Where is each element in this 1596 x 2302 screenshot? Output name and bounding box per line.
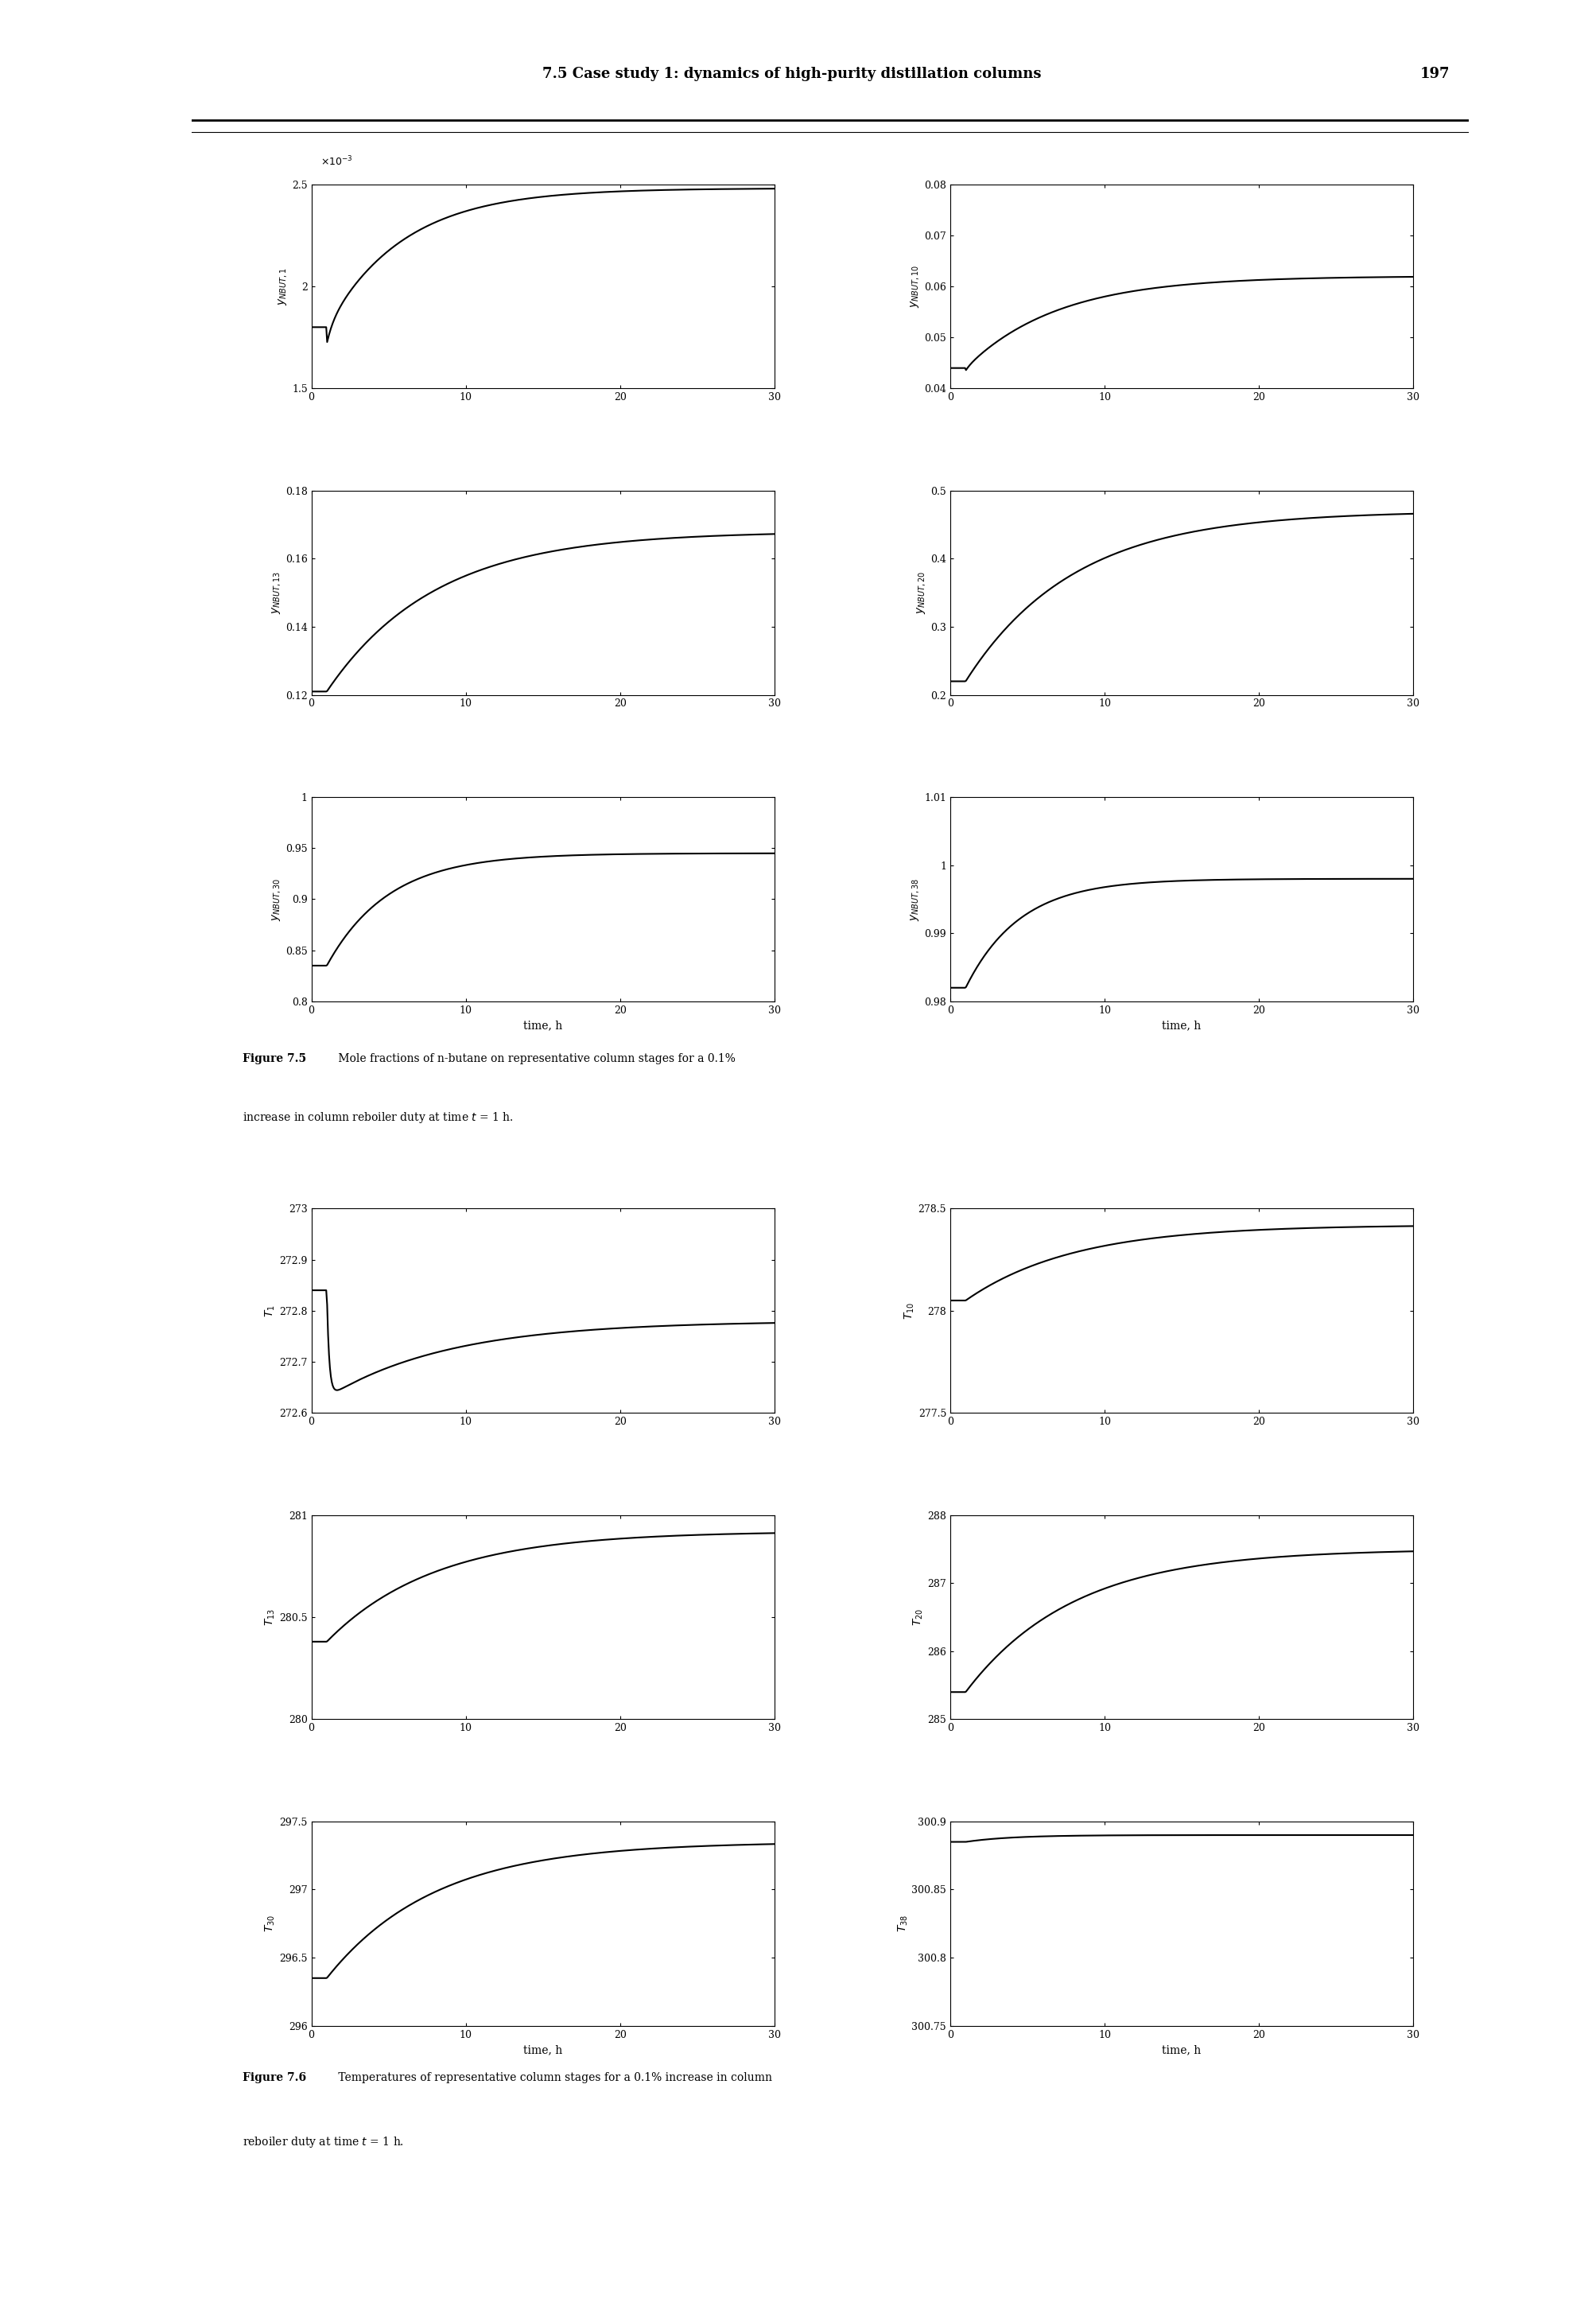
X-axis label: time, h: time, h: [1162, 1020, 1200, 1031]
X-axis label: time, h: time, h: [523, 1020, 562, 1031]
Y-axis label: $T_{13}$: $T_{13}$: [263, 1609, 276, 1625]
Text: reboiler duty at time $t$ = 1 h.: reboiler duty at time $t$ = 1 h.: [243, 2136, 404, 2150]
Text: Temperatures of representative column stages for a 0.1% increase in column: Temperatures of representative column st…: [335, 2072, 772, 2083]
Y-axis label: $T_{30}$: $T_{30}$: [263, 1915, 278, 1931]
Text: Figure 7.5: Figure 7.5: [243, 1054, 306, 1064]
Text: Figure 7.6: Figure 7.6: [243, 2072, 306, 2083]
Y-axis label: $y_{NBUT,10}$: $y_{NBUT,10}$: [910, 265, 921, 308]
Y-axis label: $T_1$: $T_1$: [263, 1305, 278, 1317]
Text: $\times 10^{-3}$: $\times 10^{-3}$: [321, 154, 353, 168]
Y-axis label: $T_{10}$: $T_{10}$: [902, 1303, 916, 1319]
Y-axis label: $y_{NBUT,1}$: $y_{NBUT,1}$: [278, 267, 289, 306]
Text: increase in column reboiler duty at time $t$ = 1 h.: increase in column reboiler duty at time…: [243, 1112, 514, 1126]
Y-axis label: $y_{NBUT,20}$: $y_{NBUT,20}$: [916, 571, 927, 615]
X-axis label: time, h: time, h: [523, 2044, 562, 2056]
Y-axis label: $T_{38}$: $T_{38}$: [895, 1915, 908, 1931]
Y-axis label: $T_{20}$: $T_{20}$: [911, 1609, 924, 1625]
Text: 7.5 Case study 1: dynamics of high-purity distillation columns: 7.5 Case study 1: dynamics of high-purit…: [543, 67, 1041, 81]
Y-axis label: $y_{NBUT,38}$: $y_{NBUT,38}$: [910, 877, 921, 921]
Y-axis label: $y_{NBUT,13}$: $y_{NBUT,13}$: [271, 571, 282, 615]
Text: 197: 197: [1419, 67, 1449, 81]
Text: Mole fractions of n-butane on representative column stages for a 0.1%: Mole fractions of n-butane on representa…: [335, 1054, 736, 1064]
X-axis label: time, h: time, h: [1162, 2044, 1200, 2056]
Y-axis label: $y_{NBUT,30}$: $y_{NBUT,30}$: [271, 877, 282, 921]
